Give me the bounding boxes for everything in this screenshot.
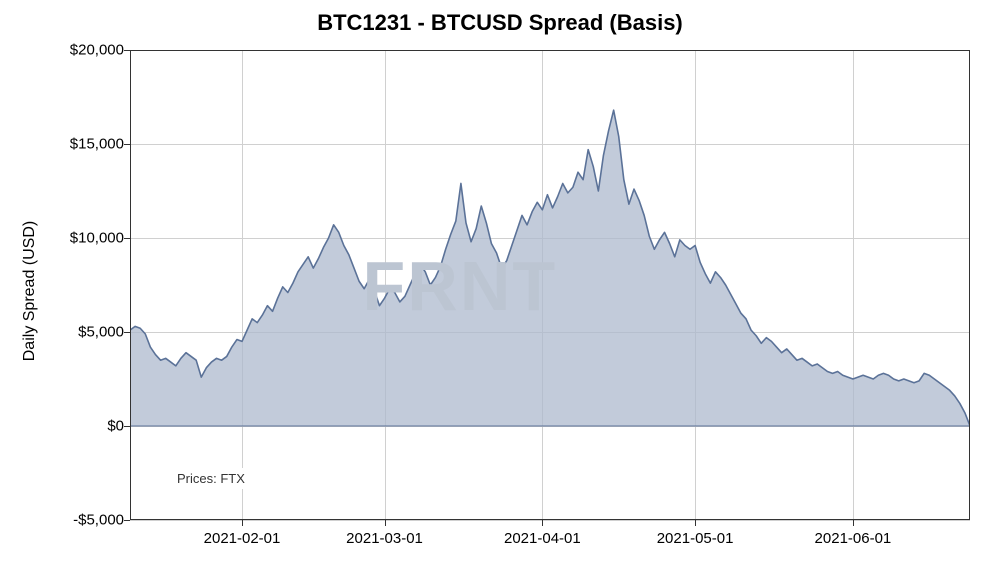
- ytick-label: -$5,000: [73, 512, 124, 529]
- ytick-mark: [124, 332, 130, 333]
- plot-area: FRNT Prices: FTX: [130, 50, 970, 520]
- xtick-mark: [853, 520, 854, 526]
- area-fill: [130, 110, 970, 426]
- ytick-mark: [124, 520, 130, 521]
- ytick-mark: [124, 426, 130, 427]
- ytick-mark: [124, 238, 130, 239]
- xtick-mark: [695, 520, 696, 526]
- xtick-label: 2021-06-01: [815, 530, 892, 547]
- xtick-label: 2021-04-01: [504, 530, 581, 547]
- grid-line-h: [130, 520, 970, 521]
- ytick-label: $20,000: [70, 42, 124, 59]
- y-axis-label: Daily Spread (USD): [21, 221, 39, 361]
- ytick-label: $15,000: [70, 136, 124, 153]
- ytick-label: $0: [107, 418, 124, 435]
- ytick-mark: [124, 144, 130, 145]
- xtick-mark: [385, 520, 386, 526]
- source-note: Prices: FTX: [172, 468, 250, 489]
- chart-title: BTC1231 - BTCUSD Spread (Basis): [0, 10, 1000, 36]
- xtick-label: 2021-05-01: [657, 530, 734, 547]
- xtick-label: 2021-03-01: [346, 530, 423, 547]
- chart-container: BTC1231 - BTCUSD Spread (Basis) Daily Sp…: [0, 0, 1000, 582]
- ytick-label: $10,000: [70, 230, 124, 247]
- xtick-mark: [542, 520, 543, 526]
- area-svg: [130, 50, 970, 520]
- ytick-mark: [124, 50, 130, 51]
- xtick-mark: [242, 520, 243, 526]
- xtick-label: 2021-02-01: [204, 530, 281, 547]
- ytick-label: $5,000: [78, 324, 124, 341]
